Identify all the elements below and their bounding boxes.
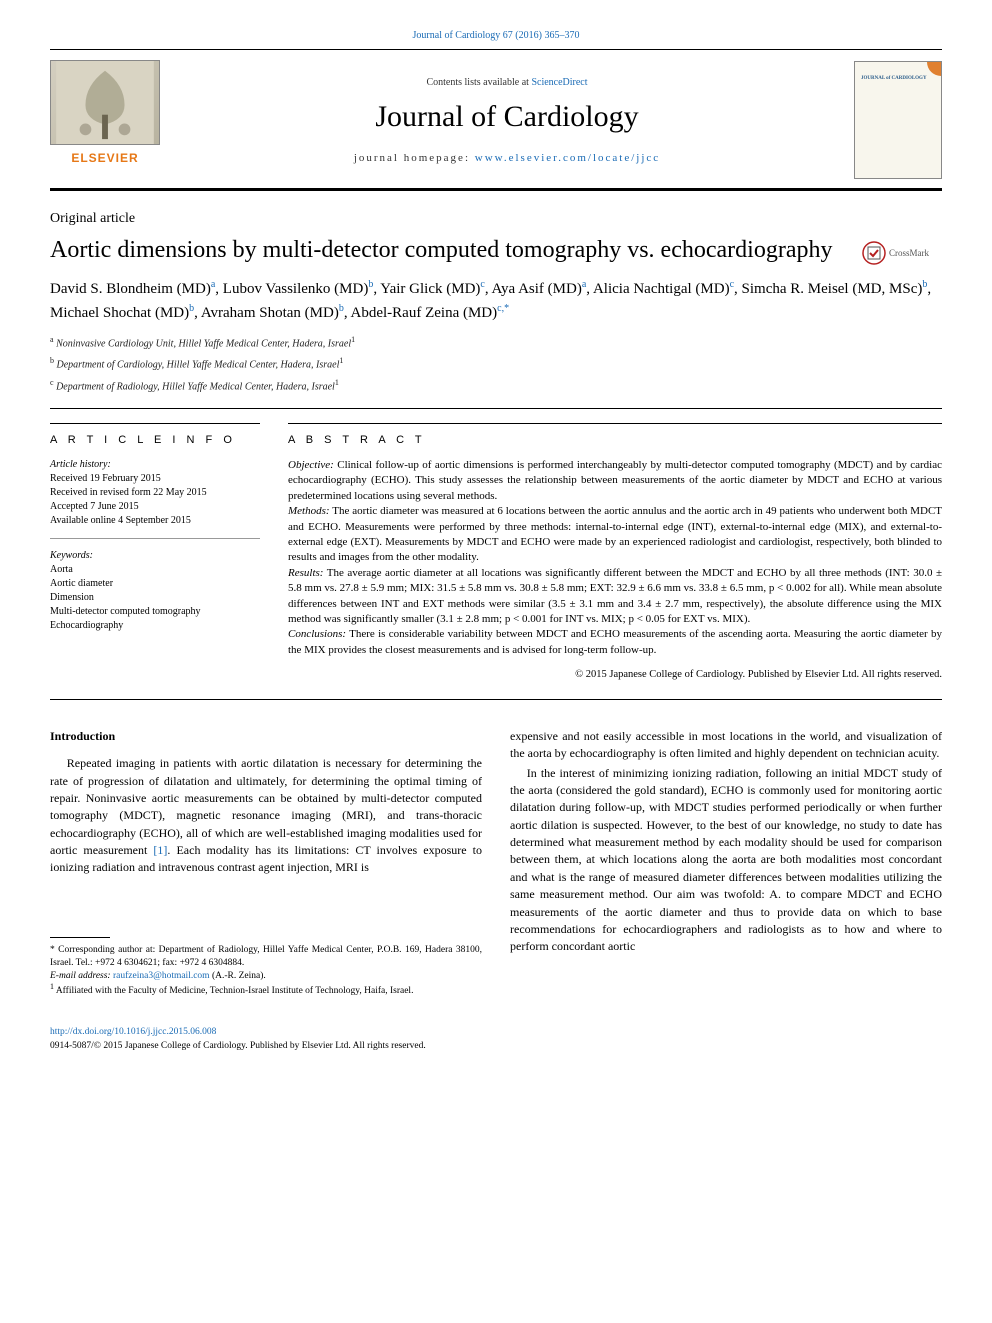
affiliation: b Department of Cardiology, Hillel Yaffe… [50,355,942,372]
authors-list: David S. Blondheim (MD)a, Lubov Vassilen… [50,277,942,324]
footer-block: http://dx.doi.org/10.1016/j.jjcc.2015.06… [50,1026,942,1053]
affiliation: c Department of Radiology, Hillel Yaffe … [50,377,942,394]
affiliation: a Noninvasive Cardiology Unit, Hillel Ya… [50,334,942,351]
issn-copyright: 0914-5087/© 2015 Japanese College of Car… [50,1041,426,1051]
elsevier-wordmark: ELSEVIER [50,151,160,165]
abstract-column: A B S T R A C T Objective: Clinical foll… [288,423,942,683]
doi-link[interactable]: http://dx.doi.org/10.1016/j.jjcc.2015.06… [50,1027,216,1037]
journal-citation[interactable]: Journal of Cardiology 67 (2016) 365–370 [50,30,942,41]
keywords-block: Keywords: AortaAortic diameterDimensionM… [50,549,260,633]
body-paragraph: In the interest of minimizing ionizing r… [510,765,942,956]
crossmark-icon [862,241,886,265]
body-columns: Introduction Repeated imaging in patient… [50,728,942,999]
keyword: Echocardiography [50,619,260,633]
cover-title: JOURNAL of CARDIOLOGY [861,76,927,81]
email-line: E-mail address: raufzeina3@hotmail.com (… [50,970,482,983]
elsevier-tree-icon [50,60,160,145]
article-info-heading: A R T I C L E I N F O [50,434,260,446]
objective-label: Objective: [288,459,334,471]
results-label: Results: [288,567,323,579]
keyword: Multi-detector computed tomography [50,605,260,619]
crossmark-label: CrossMark [889,248,929,258]
contents-prefix: Contents lists available at [426,77,531,88]
footnotes: * Corresponding author at: Department of… [50,944,482,998]
article-history: Article history: Received 19 February 20… [50,458,260,539]
contents-list-line: Contents lists available at ScienceDirec… [180,77,834,88]
footnote-1: 1 Affiliated with the Faculty of Medicin… [50,982,482,998]
history-line: Received 19 February 2015 [50,472,260,486]
keyword: Dimension [50,591,260,605]
history-line: Accepted 7 June 2015 [50,500,260,514]
article-info-column: A R T I C L E I N F O Article history: R… [50,423,260,683]
homepage-line: journal homepage: www.elsevier.com/locat… [180,152,834,164]
footnote-sup: 1 [50,982,54,991]
history-label: Article history: [50,458,260,472]
methods-label: Methods: [288,505,330,517]
footnote-text: Affiliated with the Faculty of Medicine,… [56,986,414,996]
keyword: Aorta [50,563,260,577]
homepage-link[interactable]: www.elsevier.com/locate/jjcc [475,152,660,164]
history-line: Available online 4 September 2015 [50,514,260,528]
reference-link[interactable]: [1] [153,843,167,857]
body-paragraph: Repeated imaging in patients with aortic… [50,755,482,877]
abstract-copyright: © 2015 Japanese College of Cardiology. P… [288,668,942,683]
keywords-label: Keywords: [50,549,260,563]
footnote-separator [50,937,110,938]
keyword: Aortic diameter [50,577,260,591]
journal-name: Journal of Cardiology [180,100,834,134]
email-label: E-mail address: [50,971,111,981]
cover-accent-icon [927,62,941,76]
abstract-heading: A B S T R A C T [288,434,942,446]
crossmark-badge[interactable]: CrossMark [862,241,942,265]
results-text: The average aortic diameter at all locat… [288,567,942,625]
article-title: Aortic dimensions by multi-detector comp… [50,235,842,265]
corresponding-author: * Corresponding author at: Department of… [50,944,482,970]
elsevier-logo[interactable]: ELSEVIER [50,60,160,180]
journal-header: ELSEVIER Contents lists available at Sci… [50,49,942,191]
homepage-prefix: journal homepage: [354,152,475,164]
conclusions-label: Conclusions: [288,628,346,640]
history-line: Received in revised form 22 May 2015 [50,486,260,500]
sciencedirect-link[interactable]: ScienceDirect [531,77,587,88]
introduction-heading: Introduction [50,728,482,745]
para1a: Repeated imaging in patients with aortic… [50,756,482,857]
article-type: Original article [50,211,942,227]
methods-text: The aortic diameter was measured at 6 lo… [288,505,942,563]
conclusions-text: There is considerable variability betwee… [288,628,942,655]
email-who: (A.-R. Zeina). [212,971,266,981]
objective-text: Clinical follow-up of aortic dimensions … [288,459,942,502]
journal-cover-thumbnail[interactable]: JOURNAL of CARDIOLOGY [854,61,942,179]
abstract-body: Objective: Clinical follow-up of aortic … [288,458,942,683]
email-link[interactable]: raufzeina3@hotmail.com [113,971,210,981]
body-paragraph: expensive and not easily accessible in m… [510,728,942,763]
divider [50,408,942,409]
